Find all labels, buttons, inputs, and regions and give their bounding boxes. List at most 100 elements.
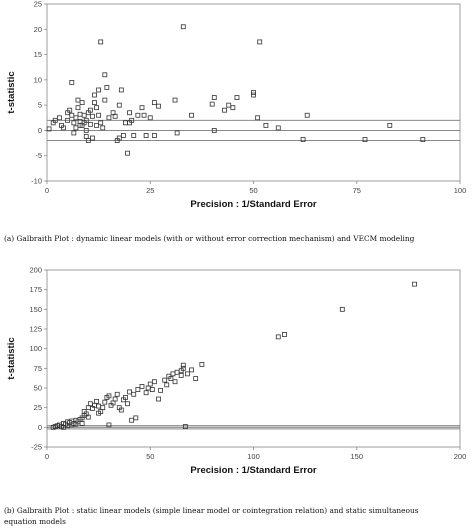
plot-b-data-point <box>189 367 194 373</box>
plot-a-data-point <box>73 115 79 121</box>
plot-a-data-point <box>234 95 240 100</box>
plot-b-data-point <box>118 407 124 413</box>
plot-a-data-point <box>387 122 393 128</box>
plot-b-data-point <box>170 371 176 377</box>
plot-b-data-point <box>193 376 199 381</box>
plot-a-data-point <box>46 126 52 132</box>
plot-a-data-point <box>127 110 132 116</box>
plot-a-data-point <box>147 115 153 121</box>
plot-a-data-point <box>151 100 157 106</box>
plot-a-data-point <box>75 97 81 103</box>
plot-a-x-tick-label: 100 <box>454 186 467 195</box>
plot-a-data-point <box>257 39 263 45</box>
plot-b-data-point <box>85 414 91 420</box>
plot-a-y-tick-label: 0 <box>38 126 42 135</box>
plot-a-data-point <box>141 112 147 118</box>
plot-a-data-point <box>131 133 137 138</box>
plot-a-data-point <box>174 130 180 136</box>
plot-a-data-point <box>90 135 95 141</box>
plot-a-data-point <box>71 130 77 136</box>
plot-a-plot-frame <box>46 3 461 182</box>
plot-a-data-point <box>92 100 97 106</box>
plot-b-data-point <box>162 377 168 383</box>
plot-b-data-point <box>147 381 153 387</box>
plot-b-x-tick-label: 150 <box>350 452 363 461</box>
plot-a-data-point <box>92 92 97 98</box>
plot-a-data-point <box>104 85 110 90</box>
plot-a-data-point <box>172 97 178 103</box>
plot-b-y-tick-label: 150 <box>29 305 42 314</box>
plot-a-x-tick-label: 50 <box>249 186 257 195</box>
plot-a-data-point <box>129 117 135 123</box>
plot-a-data-point <box>211 128 217 133</box>
plot-a-y-tick-label: 15 <box>34 50 42 59</box>
plot-a-y-tick-label: -10 <box>31 177 42 186</box>
plot-b-data-point <box>180 362 186 368</box>
plot-a-data-point <box>102 72 108 78</box>
plot-a-data-point <box>83 134 89 139</box>
plot-b-data-point <box>168 376 174 381</box>
plot-a-data-point <box>189 112 194 118</box>
plot-a-data-point <box>56 115 62 121</box>
plot-a-data-point <box>90 113 95 119</box>
plot-a-data-point <box>420 137 426 142</box>
plot-b-data-point <box>139 384 145 389</box>
plot-a-data-point <box>67 107 73 113</box>
plot-a-data-point <box>87 107 93 113</box>
plot-a-data-point <box>79 100 85 106</box>
plot-b-data-point <box>87 401 93 407</box>
plot-a-data-point <box>61 125 66 131</box>
plot-b-data-point <box>96 403 102 409</box>
plot-b-data-point <box>275 334 281 340</box>
plot-a-data-point <box>230 105 236 111</box>
plot-b-data-point <box>172 379 178 385</box>
plot-b-data-point <box>185 371 190 377</box>
plot-a-data-point <box>106 115 112 121</box>
plot-b-x-axis-title: Precision : 1/Standard Error <box>190 465 316 476</box>
plot-a-data-point <box>94 105 99 111</box>
plot-a-data-point <box>100 125 106 131</box>
caption-b-line-1: (b) Galbraith Plot : static linear model… <box>4 506 419 515</box>
plot-a-data-point <box>83 128 89 133</box>
plot-b-data-point <box>123 395 128 400</box>
plot-b-data-point <box>133 415 139 421</box>
plot-b-y-tick-label: 75 <box>34 364 42 373</box>
plot-b-y-tick-label: 100 <box>29 344 42 353</box>
plot-a-data-point <box>85 138 91 143</box>
plot-a-data-point <box>151 133 157 138</box>
galbraith-plot-a: -10 -5 0 5 10 15 20 25 0 25 50 75 100 Precision : 1/S… <box>6 0 466 210</box>
plot-b-data-point <box>85 405 91 411</box>
plot-b-data-point <box>106 393 112 399</box>
plot-b-data-point <box>102 399 108 405</box>
plot-b-data-point <box>125 401 130 407</box>
plot-a-data-point <box>77 111 83 117</box>
plot-a-data-point <box>52 117 58 123</box>
caption-a: (a) Galbraith Plot : dynamic linear mode… <box>4 234 415 243</box>
plot-a-x-tick-label: 75 <box>353 186 361 195</box>
plot-a-data-point <box>300 137 306 142</box>
plot-b-data-point <box>100 405 106 411</box>
plot-b-y-tick-label: 125 <box>29 325 42 334</box>
plot-a-data-point <box>98 39 104 45</box>
plot-a-y-tick-label: 25 <box>34 0 42 9</box>
plot-a-data-point <box>71 120 77 126</box>
plot-b-y-tick-label: 0 <box>38 423 42 432</box>
plot-a-data-point <box>116 102 122 108</box>
plot-a-data-point <box>251 92 256 98</box>
plot-b-data-point <box>135 387 141 392</box>
plot-b-y-tick-label: -25 <box>31 443 42 452</box>
plot-a-x-tick-label: 25 <box>146 186 154 195</box>
plot-b-data-point <box>79 420 85 426</box>
plot-b-data-point <box>106 422 112 428</box>
plot-a-data-point <box>139 105 145 111</box>
plot-a-data-point <box>96 112 102 118</box>
plot-b-plot-frame <box>46 269 461 448</box>
plot-b-data-point <box>127 389 132 395</box>
plot-a-data-point <box>180 24 186 30</box>
plot-b-data-point <box>114 391 120 397</box>
plot-a-data-point <box>65 117 71 123</box>
plot-b-data-point <box>145 385 151 391</box>
plot-b-data-point <box>182 424 188 429</box>
plot-b-x-tick-label: 100 <box>247 452 260 461</box>
plot-a-data-point <box>304 112 310 118</box>
